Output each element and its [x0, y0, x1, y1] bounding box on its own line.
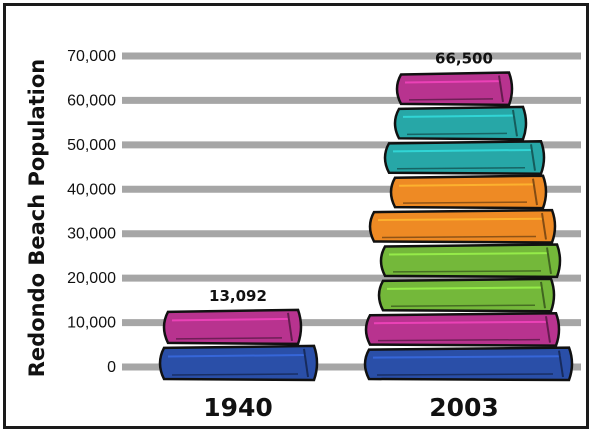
book [364, 311, 561, 347]
y-tick-label: 0 [107, 359, 116, 376]
book [389, 174, 548, 210]
y-tick-label: 60,000 [67, 92, 116, 109]
y-axis-label: Redondo Beach Population [25, 59, 49, 378]
book [377, 277, 556, 313]
x-tick-label: 2003 [429, 393, 499, 422]
book [383, 140, 546, 175]
data-label: 13,092 [209, 287, 267, 305]
book [393, 105, 528, 141]
book [162, 308, 303, 346]
book [363, 346, 574, 382]
bar-1940 [158, 308, 319, 382]
book [395, 71, 514, 107]
book [158, 344, 319, 382]
data-label: 66,500 [435, 50, 493, 68]
bar-2003 [363, 71, 574, 382]
y-tick-label: 50,000 [67, 137, 116, 154]
x-tick-label: 1940 [203, 393, 273, 422]
book [379, 243, 562, 279]
y-tick-label: 30,000 [67, 226, 116, 243]
book [368, 208, 557, 244]
y-tick-label: 20,000 [67, 270, 116, 287]
y-tick-label: 40,000 [67, 181, 116, 198]
population-chart: Redondo Beach Population 0 10,000 20,000 30… [25, 48, 581, 422]
y-tick-label: 10,000 [67, 315, 116, 332]
y-tick-label: 70,000 [67, 48, 116, 65]
chart-frame: Redondo Beach Population 0 10,000 20,000 30… [3, 3, 589, 429]
